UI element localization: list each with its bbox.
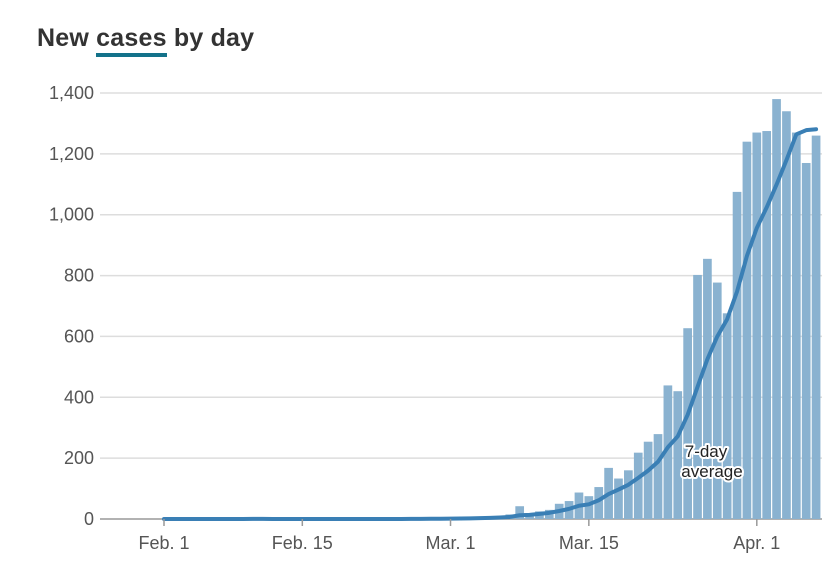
- bar: [722, 313, 732, 519]
- bar: [762, 131, 772, 520]
- bar: [594, 487, 604, 519]
- bar: [742, 141, 752, 519]
- bar: [584, 496, 594, 519]
- y-tick-label: 1,400: [49, 83, 94, 103]
- x-tick-label: Mar. 1: [426, 533, 476, 553]
- y-tick-label: 0: [84, 509, 94, 529]
- bar: [732, 191, 742, 519]
- bar: [683, 328, 692, 519]
- bar: [614, 478, 623, 519]
- bar: [525, 515, 534, 519]
- annotation-line1: 7-day: [685, 442, 728, 461]
- bar: [703, 258, 712, 519]
- y-tick-label: 1,000: [49, 205, 94, 225]
- bar: [653, 434, 663, 519]
- y-tick-label: 1,200: [49, 144, 94, 164]
- bar: [752, 132, 762, 520]
- bar: [673, 391, 683, 519]
- bar: [782, 111, 791, 519]
- bar: [811, 135, 821, 519]
- y-tick-label: 400: [64, 387, 94, 407]
- y-tick-label: 200: [64, 448, 94, 468]
- bar: [791, 132, 801, 520]
- bar: [663, 385, 673, 519]
- x-tick-label: Mar. 15: [559, 533, 619, 553]
- chart-title: New cases by day: [37, 24, 255, 57]
- bar: [633, 452, 643, 519]
- title-word-new: New: [37, 24, 90, 52]
- bar: [712, 282, 722, 519]
- bar: [801, 162, 811, 519]
- y-tick-label: 600: [64, 326, 94, 346]
- bar: [643, 441, 653, 519]
- bar: [772, 99, 781, 519]
- x-tick-label: Apr. 1: [733, 533, 780, 553]
- title-word-cases: cases: [96, 24, 167, 57]
- seven-day-average-line: [162, 127, 819, 521]
- annotation-line2: average: [681, 462, 742, 481]
- y-tick-label: 800: [64, 266, 94, 286]
- title-word-by-day: by day: [173, 24, 255, 52]
- bar: [515, 506, 525, 519]
- bar: [693, 274, 702, 519]
- x-tick-label: Feb. 15: [272, 533, 333, 553]
- x-tick-label: Feb. 1: [138, 533, 189, 553]
- bar: [624, 470, 633, 519]
